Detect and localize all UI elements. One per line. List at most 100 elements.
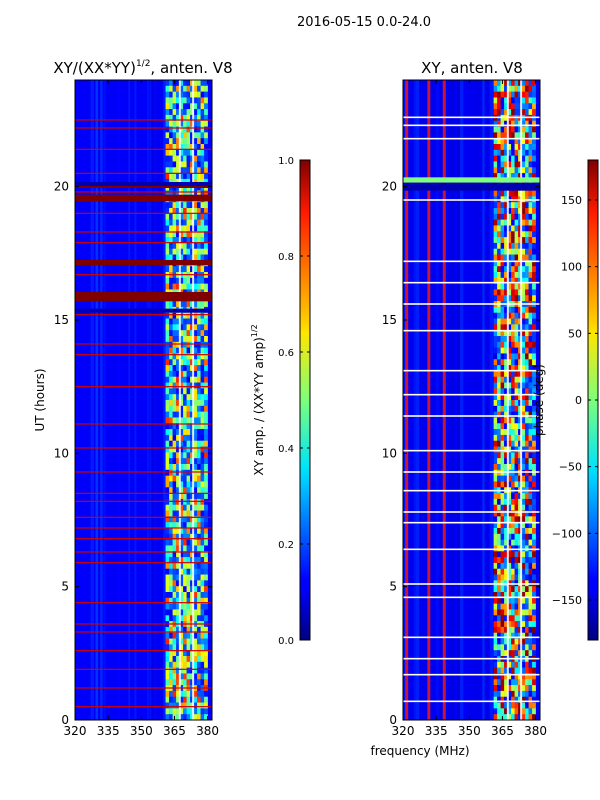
panel2-green-band [403,177,540,183]
panel2-band-cell [514,254,519,261]
panel1-band-cell [186,394,191,401]
panel2-band-cell [532,417,536,424]
panel1-band-cell [183,557,187,564]
panel1-band-cell [179,656,184,663]
panel2-band-cell [514,144,519,151]
panel1-band-cell [200,347,205,354]
panel1-band-cell [176,400,180,407]
panel2-band-cell [532,429,536,436]
panel1-band-cell [193,446,198,453]
panel1-band-cell [204,528,208,535]
panel2-band-cell [532,388,536,395]
panel1-band-cell [186,225,191,232]
panel2-band-cell [521,109,526,116]
panel2-band-cell [497,155,501,162]
panel1-band-cell [172,353,177,360]
panel2-band-cell [507,97,512,104]
panel2-band-cell [493,388,498,395]
panel2-band-cell [511,295,515,302]
panel2-band-cell [511,208,515,215]
panel1-band-cell [197,481,201,488]
panel1-band-cell [197,557,201,564]
panel1-band-cell [169,248,173,255]
panel2-band-cell [507,597,512,604]
panel1-band-cell [190,650,194,657]
panel1-band-cell [179,301,184,308]
panel2-white-row [403,700,540,703]
panel2-band-cell [521,272,526,279]
panel1-band-cell [197,673,201,680]
panel2-band-cell [528,370,533,378]
panel1-band-cell [179,144,184,151]
panel1-band-cell [186,603,191,610]
panel1-band-cell [172,551,177,558]
panel2-band-cell [525,702,529,709]
panel2-band-cell [507,144,512,151]
panel2-band-cell [518,289,522,296]
panel1-band-cell [179,149,184,156]
panel2-band-cell [507,306,512,314]
panel1-flagged-row [75,538,212,540]
panel2-band-cell [521,464,526,471]
panel2-band-cell [493,464,498,471]
panel2-band-cell [497,446,501,453]
panel1-band-cell [197,347,201,354]
panel1-band-cell [193,429,198,436]
panel2-band-cell [528,592,533,599]
panel1-band-cell [204,208,208,215]
panel1-band-cell [172,469,177,476]
panel1-band-cell [169,301,173,308]
panel1-band-cell [190,429,194,436]
panel2-band-cell [528,434,533,442]
panel1-band-cell [179,254,184,261]
panel1-band-cell [197,219,201,226]
panel2-band-cell [511,673,515,680]
panel2-band-cell [497,283,501,290]
panel1-band-cell [169,440,173,447]
panel1-band-cell [183,440,187,447]
panel1-band-cell [176,248,180,255]
panel2-band-cell [518,213,522,220]
panel2-band-cell [514,679,519,686]
panel2-band-cell [497,190,501,197]
panel2-band-cell [525,254,529,261]
panel2-band-cell [521,557,526,564]
panel1-band-cell [197,382,201,389]
panel2-band-cell [532,545,536,552]
panel1-band-cell [186,545,191,552]
panel1-band-cell [179,522,184,529]
panel1-band-cell [200,417,205,424]
panel1-band-cell [165,510,170,517]
panel1-streak [151,80,155,720]
panel2-band-cell [528,120,533,127]
panel1-band-cell [179,330,184,337]
panel2-band-cell [525,685,529,692]
panel2-band-cell [532,685,536,692]
panel2-band-cell [497,562,501,570]
panel2-band-cell [525,458,529,465]
panel1-xtick-label: 320 [64,724,87,738]
panel1-band-cell [183,330,187,337]
panel2-band-cell [511,213,515,220]
panel2-band-cell [493,231,498,238]
panel1-band-cell [179,202,184,209]
panel1-band-cell [179,97,184,104]
panel1-band-cell [169,708,173,715]
panel2-band-cell [528,708,533,715]
panel1-band-cell [179,336,184,343]
panel1-band-cell [179,382,184,389]
panel2-band-cell [511,277,515,284]
panel1-band-cell [183,702,187,709]
panel1-band-cell [172,231,177,238]
panel1-band-cell [193,516,198,523]
panel2-band-cell [511,493,515,500]
panel2-band-cell [514,545,519,552]
panel2-band-cell [525,423,529,430]
panel1-band-cell [190,254,194,261]
panel2-band-cell [532,312,536,319]
panel2-band-cell [514,283,519,290]
panel1-band-cell [186,341,191,348]
panel1-band-cell [172,132,177,139]
panel2-band-cell [525,539,529,546]
panel1-band-cell [204,539,208,546]
